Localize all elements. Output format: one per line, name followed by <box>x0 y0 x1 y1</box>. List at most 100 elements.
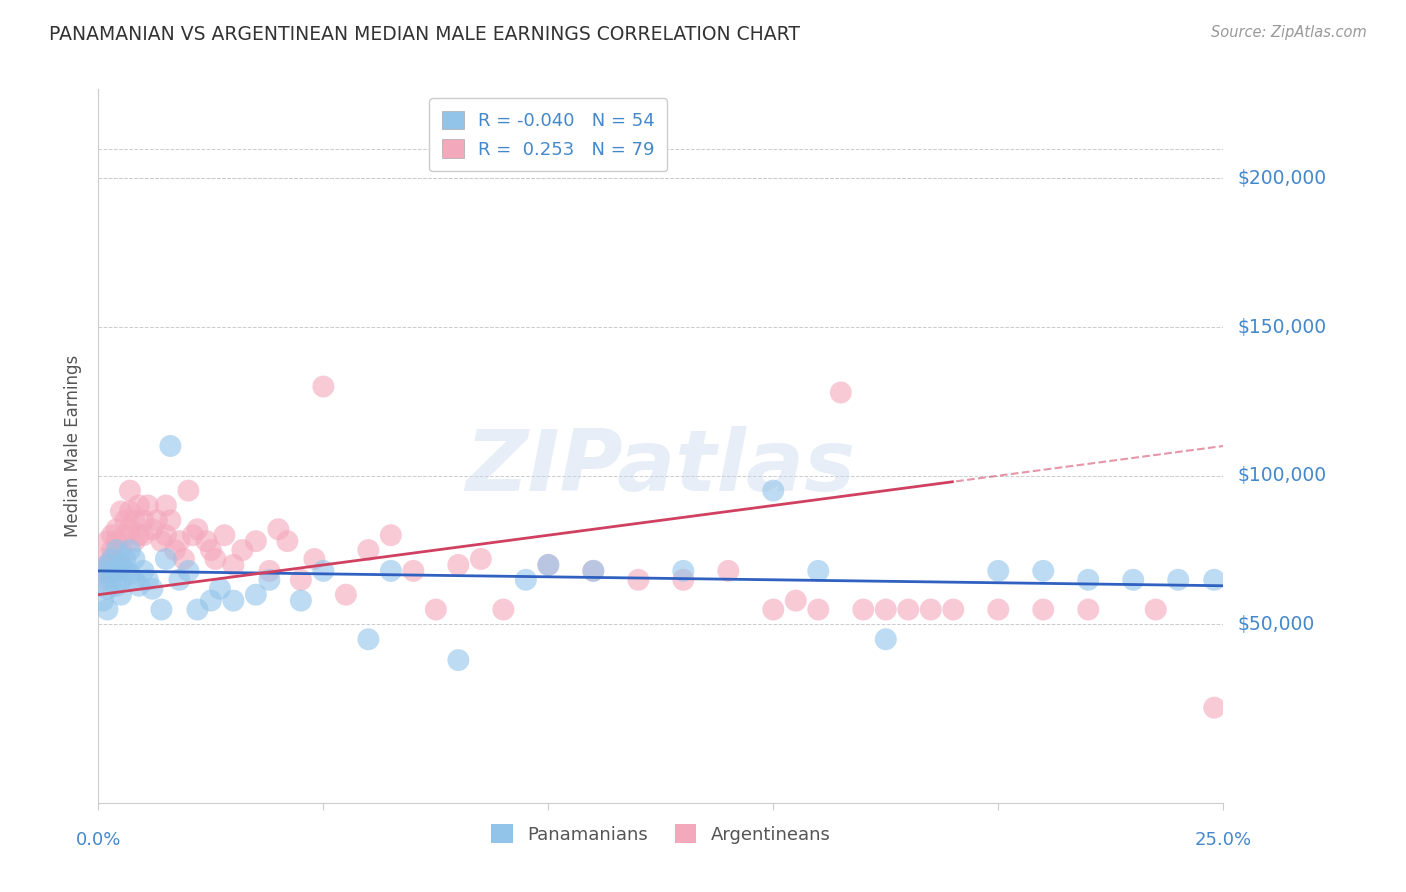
Point <box>195 534 218 549</box>
Point <box>128 499 150 513</box>
Point <box>672 573 695 587</box>
Point <box>181 528 204 542</box>
Point <box>537 558 560 572</box>
Point <box>101 564 124 578</box>
Point <box>91 573 114 587</box>
Point <box>208 582 231 596</box>
Point <box>267 522 290 536</box>
Point <box>200 543 222 558</box>
Point <box>128 579 150 593</box>
Point <box>91 593 114 607</box>
Point <box>304 552 326 566</box>
Point <box>672 564 695 578</box>
Point <box>357 543 380 558</box>
Point <box>155 528 177 542</box>
Point <box>110 543 132 558</box>
Point <box>132 564 155 578</box>
Point <box>222 593 245 607</box>
Point <box>110 558 132 572</box>
Point <box>447 653 470 667</box>
Point <box>169 534 191 549</box>
Point <box>200 593 222 607</box>
Point <box>101 543 124 558</box>
Point <box>335 588 357 602</box>
Point <box>357 632 380 647</box>
Point <box>852 602 875 616</box>
Point <box>807 564 830 578</box>
Point <box>110 573 132 587</box>
Point <box>186 602 208 616</box>
Point <box>96 582 118 596</box>
Point <box>101 552 124 566</box>
Point <box>259 564 281 578</box>
Point <box>1167 573 1189 587</box>
Point <box>91 552 114 566</box>
Point <box>141 522 163 536</box>
Point <box>537 558 560 572</box>
Point <box>118 504 141 518</box>
Point <box>425 602 447 616</box>
Text: 25.0%: 25.0% <box>1195 830 1251 848</box>
Point <box>245 534 267 549</box>
Point <box>1077 602 1099 616</box>
Point <box>627 573 650 587</box>
Point <box>105 579 128 593</box>
Point <box>96 558 118 572</box>
Point <box>155 499 177 513</box>
Point <box>515 573 537 587</box>
Point <box>124 534 146 549</box>
Point <box>118 543 141 558</box>
Point <box>101 573 124 587</box>
Text: ZIPatlas: ZIPatlas <box>465 425 856 509</box>
Point <box>380 528 402 542</box>
Point <box>492 602 515 616</box>
Y-axis label: Median Male Earnings: Median Male Earnings <box>63 355 82 537</box>
Point <box>136 499 159 513</box>
Point <box>114 564 136 578</box>
Point <box>105 534 128 549</box>
Point <box>101 552 124 566</box>
Point <box>177 483 200 498</box>
Point <box>402 564 425 578</box>
Point <box>290 593 312 607</box>
Point <box>942 602 965 616</box>
Point <box>177 564 200 578</box>
Point <box>222 558 245 572</box>
Point <box>105 564 128 578</box>
Point <box>1077 573 1099 587</box>
Point <box>105 564 128 578</box>
Point <box>276 534 298 549</box>
Text: $200,000: $200,000 <box>1237 169 1326 188</box>
Point <box>96 573 118 587</box>
Text: $150,000: $150,000 <box>1237 318 1326 336</box>
Point <box>582 564 605 578</box>
Point <box>124 573 146 587</box>
Point <box>312 564 335 578</box>
Point <box>150 534 173 549</box>
Point <box>110 558 132 572</box>
Point <box>105 543 128 558</box>
Point <box>290 573 312 587</box>
Point <box>312 379 335 393</box>
Point <box>132 513 155 527</box>
Point <box>785 593 807 607</box>
Text: 0.0%: 0.0% <box>76 830 121 848</box>
Point <box>470 552 492 566</box>
Point <box>132 528 155 542</box>
Point <box>173 552 195 566</box>
Point <box>875 632 897 647</box>
Point <box>214 528 236 542</box>
Point <box>987 602 1010 616</box>
Point <box>136 573 159 587</box>
Point <box>231 543 253 558</box>
Point <box>204 552 226 566</box>
Point <box>114 552 136 566</box>
Point <box>101 564 124 578</box>
Point <box>110 588 132 602</box>
Point <box>186 522 208 536</box>
Text: $100,000: $100,000 <box>1237 467 1326 485</box>
Point <box>118 483 141 498</box>
Point <box>114 513 136 527</box>
Point <box>1204 573 1226 587</box>
Point <box>807 602 830 616</box>
